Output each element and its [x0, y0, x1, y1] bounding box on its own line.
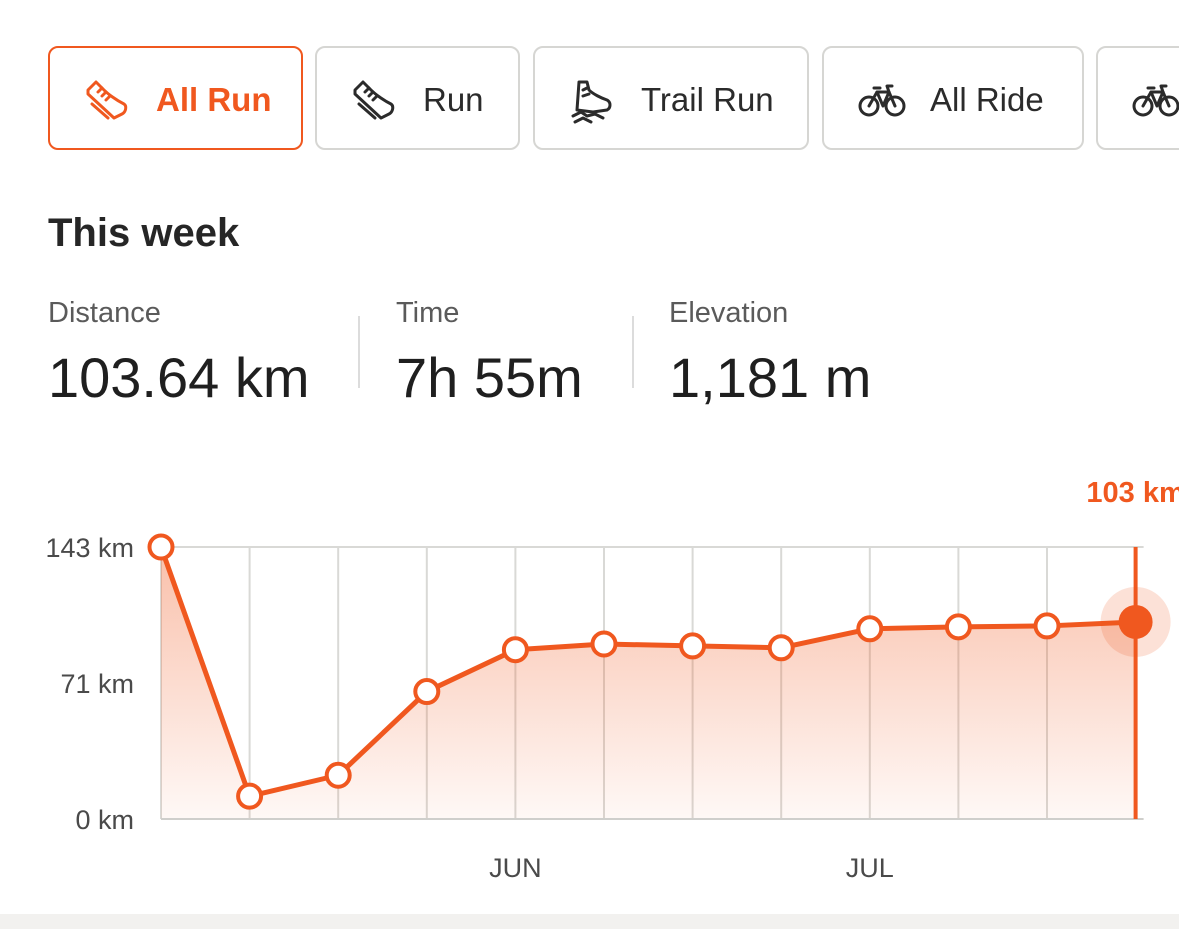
filter-chip-label: Run [423, 81, 484, 118]
data-point [679, 632, 707, 660]
filter-chip-label: All Run [156, 81, 272, 118]
running-shoe-icon [86, 80, 128, 120]
data-point [856, 615, 884, 643]
series-area [161, 547, 1136, 819]
y-tick-label: 0 km [75, 805, 134, 835]
stat-distance-label: Distance [48, 297, 161, 329]
stat-elevation: Elevation 1,181 m [669, 293, 871, 411]
data-point [147, 533, 175, 561]
stat-time: Time 7h 55m [396, 293, 583, 411]
stat-time-label: Time [396, 297, 460, 329]
filter-chip-all-ride[interactable]: All Ride [822, 46, 1084, 150]
data-point [1033, 612, 1061, 640]
filter-chip-ride[interactable] [1096, 46, 1179, 150]
data-point [236, 782, 264, 810]
series-line [158, 544, 1139, 799]
stat-divider [358, 316, 360, 388]
bicycle-icon [858, 84, 906, 117]
trail-shoe-icon [571, 80, 612, 124]
data-point [590, 630, 618, 658]
bicycle-icon [1132, 84, 1179, 117]
stat-time-value: 7h 55m [396, 346, 583, 409]
filter-chip-label: All Ride [930, 81, 1044, 118]
filter-chip-run[interactable]: Run [315, 46, 520, 150]
sport-filter-bar: All Run Run [48, 46, 1179, 154]
selected-value-label: 103 km [1086, 477, 1179, 509]
filter-chip-trail-run[interactable]: Trail Run [533, 46, 809, 150]
week-title: This week [48, 211, 240, 255]
data-point [944, 613, 972, 641]
filter-chip-label: Trail Run [641, 81, 774, 118]
stat-divider [632, 316, 634, 388]
running-shoe-icon [353, 80, 395, 120]
data-point [767, 634, 795, 662]
filter-chip-all-run[interactable]: All Run [48, 46, 303, 150]
data-point [324, 761, 352, 789]
y-tick-label: 71 km [60, 669, 134, 699]
stat-elevation-label: Elevation [669, 297, 789, 329]
stat-elevation-value: 1,181 m [669, 346, 872, 409]
x-tick-label: JUN [489, 853, 542, 883]
bottom-band [0, 914, 1179, 929]
selected-data-point [1118, 604, 1153, 639]
weekly-distance-chart[interactable]: 143 km 71 km 0 km JUN JUL 103 km [0, 460, 1179, 900]
data-point [413, 678, 441, 706]
x-tick-label: JUL [846, 853, 894, 883]
stat-distance: Distance 103.64 km [48, 293, 310, 411]
stat-distance-value: 103.64 km [48, 346, 310, 409]
data-point [501, 636, 529, 664]
y-tick-label: 143 km [45, 533, 134, 563]
